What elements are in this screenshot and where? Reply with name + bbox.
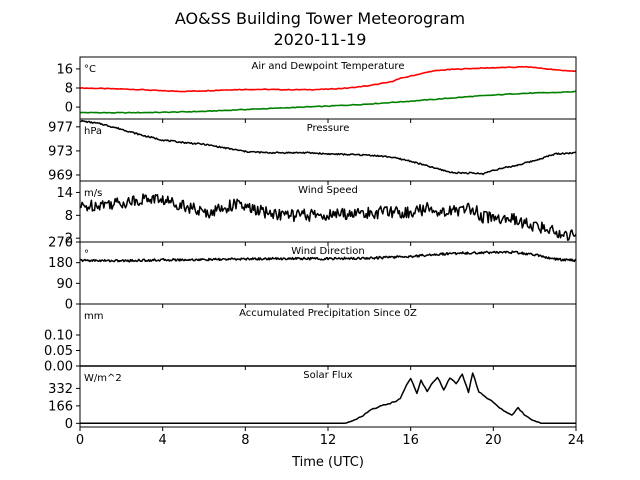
wind-direction-y-tick-label: 180 xyxy=(48,256,73,271)
wind-direction-unit-label: ° xyxy=(84,249,89,260)
precipitation-y-tick-label: 0.05 xyxy=(44,344,73,359)
precipitation-unit-label: mm xyxy=(84,311,103,322)
temperature-panel-title: Air and Dewpoint Temperature xyxy=(252,61,405,72)
x-tick-label: 16 xyxy=(402,433,419,448)
solar-flux-panel-title: Solar Flux xyxy=(303,370,353,381)
figure-title-line2: 2020-11-19 xyxy=(274,30,367,49)
panel-wind-direction: 0 90 180 270 ° Wind Direction xyxy=(48,236,577,313)
solar-flux-y-tick-label: 166 xyxy=(48,399,73,414)
temperature-series-line-1 xyxy=(79,90,577,114)
temperature-y-tick-label: 8 xyxy=(65,82,73,97)
temperature-series-line-0 xyxy=(79,65,576,93)
x-axis-label: Time (UTC) xyxy=(291,455,364,470)
pressure-unit-label: hPa xyxy=(84,126,102,137)
temperature-y-tick-label: 0 xyxy=(65,101,73,116)
wind-speed-y-tick-label: 2 xyxy=(65,232,73,247)
wind-direction-panel-title: Wind Direction xyxy=(291,246,365,257)
wind-speed-series-line-0 xyxy=(79,193,577,241)
pressure-y-tick-label: 973 xyxy=(48,144,73,159)
wind-speed-unit-label: m/s xyxy=(84,188,102,199)
pressure-y-tick-label: 969 xyxy=(48,168,73,183)
panel-wind-speed: 2 8 14 m/s Wind Speed xyxy=(56,180,577,247)
figure-title-line1: AO&SS Building Tower Meteorogram xyxy=(175,9,465,28)
panel-pressure: 969 973 977 hPa Pressure xyxy=(48,118,577,185)
x-tick-label: 12 xyxy=(320,433,337,448)
pressure-y-tick-label: 977 xyxy=(48,120,73,135)
panels-group: 0 8 16 °C Air and Dewpoint Temperature 969 973… xyxy=(44,56,585,448)
precipitation-panel-title: Accumulated Precipitation Since 0Z xyxy=(239,308,417,319)
pressure-panel-title: Pressure xyxy=(307,123,350,134)
solar-flux-series-line-0 xyxy=(80,372,576,425)
wind-direction-y-tick-label: 270 xyxy=(48,236,73,251)
solar-flux-y-tick-label: 0 xyxy=(65,417,73,432)
x-tick-label: 20 xyxy=(485,433,502,448)
wind-direction-y-tick-label: 0 xyxy=(65,298,73,313)
solar-flux-y-tick-label: 332 xyxy=(48,382,73,397)
x-tick-label: 24 xyxy=(568,433,585,448)
precipitation-y-tick-label: 0.10 xyxy=(44,329,73,344)
panel-solar-flux: 0 166 332 W/m^2 Solar Flux xyxy=(48,365,577,432)
wind-speed-y-tick-label: 14 xyxy=(56,186,73,201)
precipitation-y-tick-label: 0.00 xyxy=(44,360,73,375)
panel-precipitation: 0.000.050.10 mm Accumulated Precipitation … xyxy=(44,303,577,375)
panel-temperature: 0 8 16 °C Air and Dewpoint Temperature xyxy=(56,56,577,123)
wind-speed-y-tick-label: 8 xyxy=(65,209,73,224)
x-tick-label: 4 xyxy=(159,433,167,448)
temperature-y-tick-label: 16 xyxy=(56,62,73,77)
wind-speed-panel-title: Wind Speed xyxy=(298,185,358,196)
temperature-unit-label: °C xyxy=(84,64,96,75)
solar-flux-unit-label: W/m^2 xyxy=(84,373,122,384)
x-tick-label: 0 xyxy=(76,433,84,448)
x-tick-label: 8 xyxy=(241,433,249,448)
wind-direction-series-line-0 xyxy=(79,250,577,263)
pressure-series-line-0 xyxy=(79,119,577,176)
wind-direction-y-tick-label: 90 xyxy=(56,277,73,292)
